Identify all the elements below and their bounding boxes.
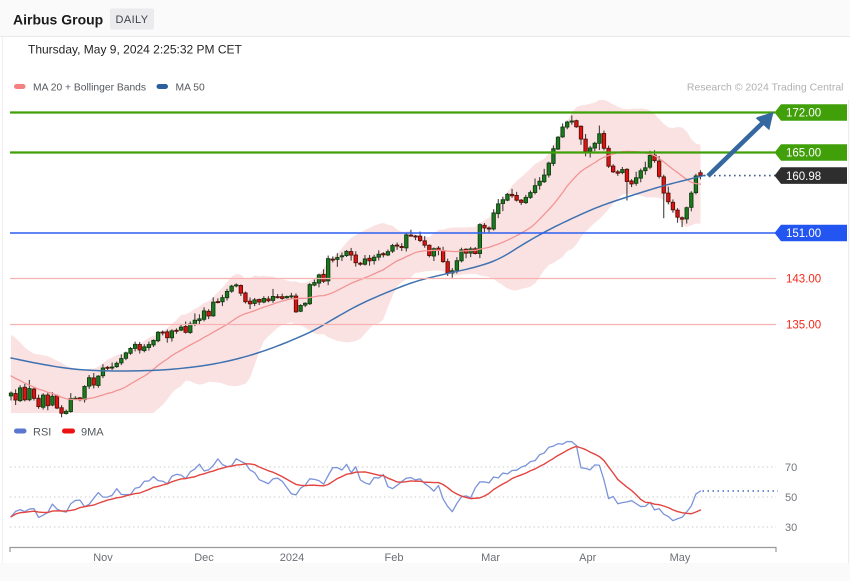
svg-text:Dec: Dec	[194, 552, 214, 564]
svg-text:160.98: 160.98	[786, 171, 821, 183]
svg-text:30: 30	[785, 522, 797, 534]
svg-text:MA 20 + Bollinger Bands: MA 20 + Bollinger Bands	[33, 83, 146, 94]
svg-text:Mar: Mar	[481, 552, 500, 564]
svg-text:DAILY: DAILY	[116, 14, 149, 26]
svg-text:151.00: 151.00	[786, 228, 821, 240]
svg-text:50: 50	[785, 492, 797, 504]
svg-text:2024: 2024	[280, 552, 304, 564]
svg-text:RSI: RSI	[33, 427, 51, 439]
svg-text:143.00: 143.00	[786, 274, 821, 286]
svg-text:Research © 2024 Trading Centra: Research © 2024 Trading Central	[687, 82, 844, 94]
svg-text:135.00: 135.00	[786, 320, 821, 332]
svg-text:Airbus Group: Airbus Group	[13, 12, 103, 28]
svg-text:Apr: Apr	[579, 552, 596, 564]
svg-text:70: 70	[785, 462, 797, 474]
svg-text:Thursday, May 9, 2024 2:25:32: Thursday, May 9, 2024 2:25:32 PM CET	[28, 43, 243, 57]
svg-text:Nov: Nov	[93, 552, 113, 564]
svg-text:May: May	[670, 552, 691, 564]
svg-text:172.00: 172.00	[786, 108, 821, 120]
svg-text:MA 50: MA 50	[176, 83, 205, 94]
svg-text:Feb: Feb	[385, 552, 404, 564]
svg-text:9MA: 9MA	[81, 427, 104, 439]
svg-text:165.00: 165.00	[786, 148, 821, 160]
